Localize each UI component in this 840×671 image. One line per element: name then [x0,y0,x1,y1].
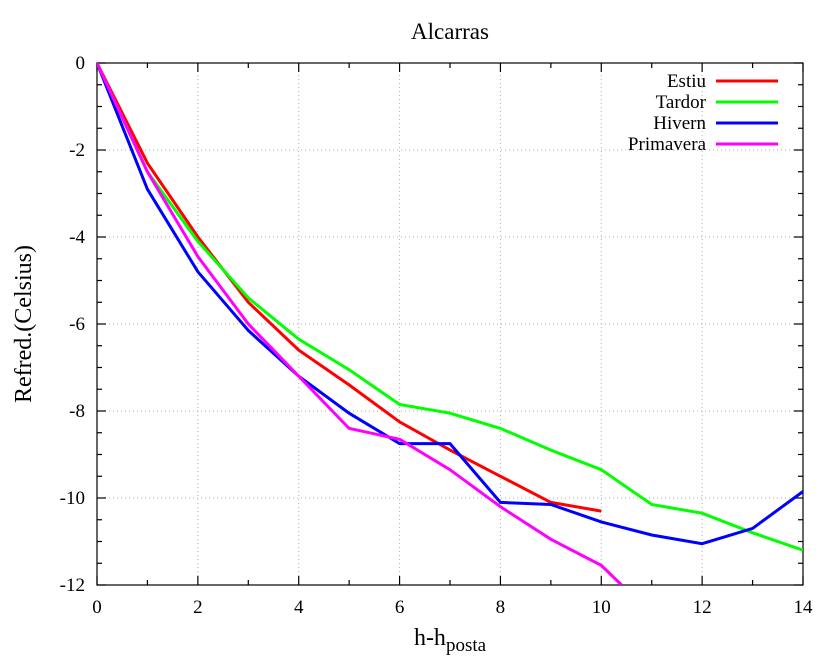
x-tick-label: 2 [193,597,203,618]
x-tick-label: 8 [496,597,506,618]
legend-label: Estiu [667,71,707,92]
grid [97,63,803,585]
series-line-primavera [97,63,623,585]
y-tick-label: -8 [69,401,85,422]
series-line-hivern [97,63,803,546]
y-tick-label: -2 [69,140,85,161]
x-tick-label: 0 [92,597,102,618]
legend-label: Primavera [628,134,707,155]
x-axis-label: h-hposta [414,625,487,656]
y-tick-label: -6 [69,314,85,335]
x-tick-label: 12 [693,597,712,618]
x-axis-label-main: h-h [414,625,446,651]
x-tick-label: 6 [395,597,405,618]
x-axis-label-subscript: posta [446,635,487,656]
y-tick-label: -10 [60,488,85,509]
y-tick-label: -4 [69,227,85,248]
x-tick-labels: 0 2 4 6 8 10 12 14 [92,597,813,618]
y-tick-label: 0 [76,53,86,74]
y-tick-labels: 0 -2 -4 -6 -8 -10 -12 [60,53,86,596]
legend-label: Tardor [656,92,707,113]
chart-title: Alcarras [411,19,489,44]
x-tick-label: 14 [794,597,814,618]
series-line-tardor [97,63,803,552]
x-tick-label: 10 [592,597,611,618]
y-axis-label: Refred.(Celsius) [11,245,37,403]
legend-label: Hivern [653,113,706,134]
series [97,63,803,585]
series-line-estiu [97,63,602,513]
x-tick-label: 4 [294,597,304,618]
y-tick-label: -12 [60,575,85,596]
